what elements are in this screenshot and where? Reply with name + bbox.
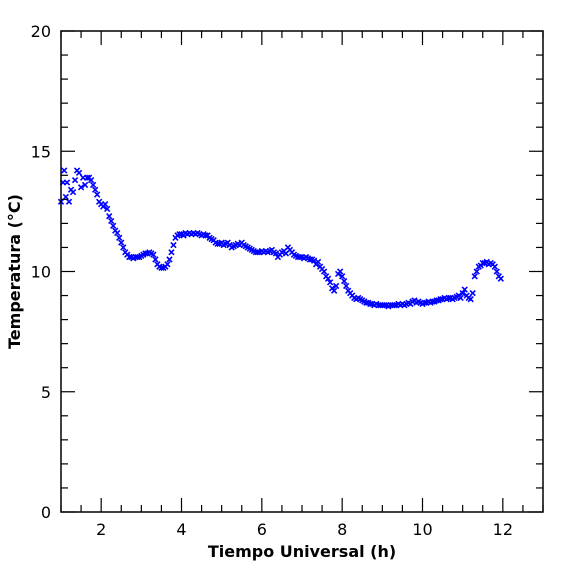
data-point (254, 249, 261, 256)
data-point (65, 198, 73, 205)
data-point (272, 250, 280, 257)
data-point (330, 287, 338, 294)
data-point (457, 294, 464, 302)
data-point (214, 240, 221, 248)
data-point (339, 273, 346, 280)
y-tick-label: 10 (31, 263, 51, 282)
data-point (461, 286, 468, 293)
axis-ticks (60, 30, 544, 513)
data-point (83, 174, 91, 181)
data-point (445, 294, 452, 302)
data-point (469, 289, 476, 297)
data-point (77, 184, 85, 191)
data-point (437, 295, 444, 303)
data-point (314, 258, 322, 266)
data-point (421, 299, 428, 306)
data-point (363, 299, 370, 306)
data-point (71, 176, 79, 184)
data-point (202, 232, 209, 239)
data-point (63, 179, 71, 186)
x-tick-label: 4 (176, 520, 186, 539)
data-point (493, 268, 500, 275)
x-tick-label: 2 (96, 520, 106, 539)
data-point (87, 176, 95, 184)
data-point (93, 191, 101, 198)
data-point (61, 167, 68, 174)
y-tick-labels: 0 5 10 15 20 (31, 22, 51, 522)
data-point (120, 244, 127, 251)
data-point (118, 239, 125, 246)
data-point (320, 268, 328, 275)
data-point (332, 282, 340, 290)
data-point (324, 275, 332, 282)
data-point (89, 181, 97, 189)
x-tick-labels: 2 4 6 8 10 12 (96, 520, 513, 539)
data-point (326, 279, 334, 286)
data-point (170, 241, 177, 249)
x-tick-label: 6 (257, 520, 267, 539)
data-point (391, 302, 398, 309)
data-point (102, 200, 109, 208)
data-point (110, 222, 117, 229)
data-point (114, 229, 121, 237)
data-point (491, 263, 498, 270)
y-tick-label: 15 (31, 142, 51, 161)
data-point (134, 253, 141, 261)
data-point (306, 256, 314, 263)
data-point (106, 213, 113, 220)
data-point (104, 205, 111, 213)
data-point (176, 231, 183, 238)
data-point (433, 297, 440, 304)
data-point (108, 217, 115, 225)
data-point (467, 295, 474, 303)
data-points (57, 167, 504, 310)
x-tick-label: 12 (493, 520, 513, 539)
data-point (150, 251, 157, 258)
data-point (166, 256, 173, 263)
data-point (168, 249, 175, 256)
data-point (296, 253, 304, 261)
y-tick-label: 5 (41, 383, 51, 402)
data-point (164, 261, 171, 268)
data-point (471, 273, 478, 280)
data-point (75, 169, 83, 177)
plot-frame (60, 30, 544, 513)
data-point (158, 264, 165, 272)
data-point (116, 234, 123, 241)
y-axis-label: Temperatura (°C) (5, 194, 24, 349)
data-point (479, 259, 486, 267)
data-point (497, 275, 504, 282)
y-tick-label: 20 (31, 22, 51, 41)
x-axis-label: Tiempo Universal (h) (208, 542, 396, 561)
data-point (142, 250, 149, 257)
data-point (341, 277, 348, 285)
data-point (473, 268, 480, 275)
y-tick-label: 0 (41, 503, 51, 522)
data-point (310, 257, 318, 264)
data-point (81, 181, 89, 189)
data-point (152, 256, 159, 263)
data-point (381, 302, 388, 309)
data-point (69, 188, 77, 196)
data-point (62, 193, 69, 201)
x-tick-label: 8 (337, 520, 347, 539)
data-point (91, 186, 99, 193)
data-point (429, 298, 436, 305)
data-point (367, 300, 374, 308)
data-point (126, 253, 133, 261)
data-point (343, 282, 350, 290)
data-point (459, 289, 466, 297)
x-tick-label: 10 (412, 520, 432, 539)
data-point (336, 268, 344, 275)
